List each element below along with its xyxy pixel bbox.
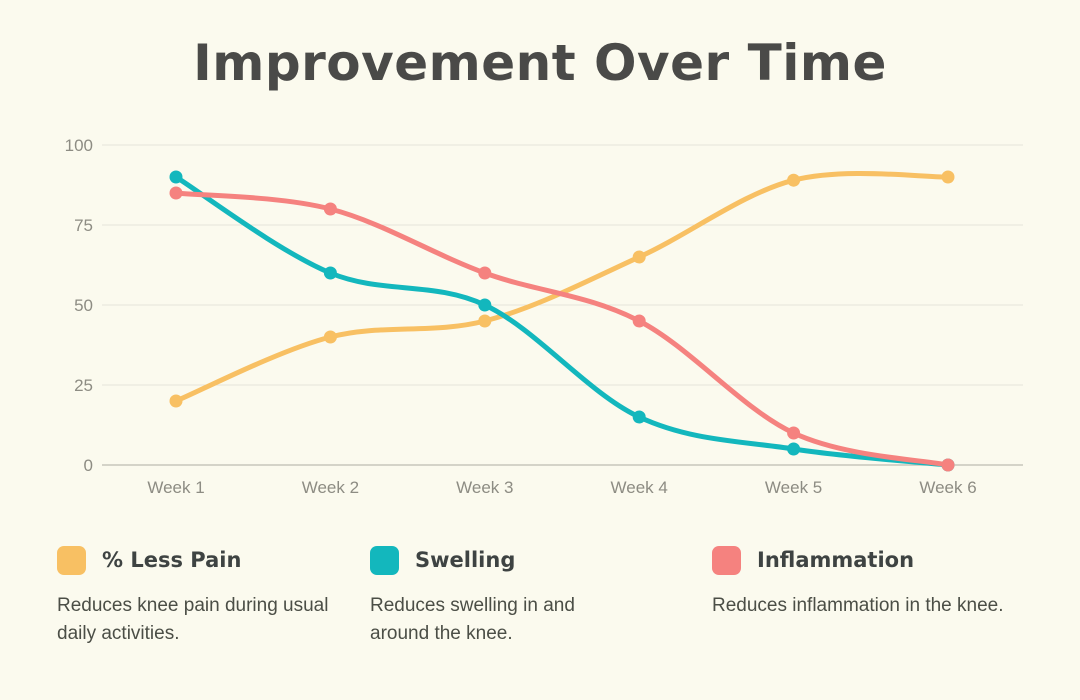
legend-label-less-pain: % Less Pain [102,548,242,572]
y-tick-label: 100 [65,136,93,155]
less-pain-point [323,330,337,344]
y-tick-label: 75 [74,216,93,235]
legend-item-inflammation: Inflammation Reduces inflammation in the… [712,545,1012,620]
inflammation-line [173,190,951,468]
less-pain-swatch-icon [57,545,86,575]
less-pain-point [478,314,492,328]
x-tick-label: Week 3 [456,478,513,497]
chart-title: Improvement Over Time [193,34,887,92]
less-pain-point [787,173,801,187]
y-tick-label: 50 [74,296,93,315]
swelling-point [632,410,646,424]
inflammation-point [478,266,492,280]
less-pain-point [941,170,955,184]
legend-header: % Less Pain [57,545,347,575]
swelling-swatch-icon [370,545,399,575]
inflammation-swatch-icon [712,545,741,575]
inflammation-point [941,458,955,472]
x-tick-label: Week 1 [147,478,204,497]
inflammation-point [632,314,646,328]
legend-label-inflammation: Inflammation [757,548,915,572]
x-tick-label: Week 5 [765,478,822,497]
swelling-point [169,170,183,184]
swelling-line [173,174,951,468]
swelling-point [478,298,492,312]
inflammation-point [787,426,801,440]
inflammation-point [323,202,337,216]
legend-item-less-pain: % Less Pain Reduces knee pain during usu… [57,545,347,648]
legend-description-inflammation: Reduces inflammation in the knee. [712,595,1004,616]
legend-item-swelling: Swelling Reduces swelling in and around … [370,545,630,648]
x-tick-label: Week 4 [611,478,668,497]
x-tick-label: Week 6 [919,478,976,497]
swelling-point [787,442,801,456]
legend-header: Swelling [370,545,630,575]
improvement-line-chart: 0 25 50 75 100 Week 1 Week 2 Week 3 Week 4 Week 5… [65,136,1023,497]
less-pain-point [632,250,646,264]
y-tick-label: 25 [74,376,93,395]
legend-description-swelling: Reduces swelling in and around the knee. [370,595,575,644]
legend-label-swelling: Swelling [415,548,516,572]
less-pain-line [173,170,951,404]
y-tick-label: 0 [84,456,93,475]
legend: % Less Pain Reduces knee pain during usu… [0,545,1080,675]
less-pain-point [169,394,183,408]
legend-description-less-pain: Reduces knee pain during usual daily act… [57,595,329,644]
swelling-point [323,266,337,280]
legend-header: Inflammation [712,545,1012,575]
x-tick-label: Week 2 [302,478,359,497]
inflammation-point [169,186,183,200]
